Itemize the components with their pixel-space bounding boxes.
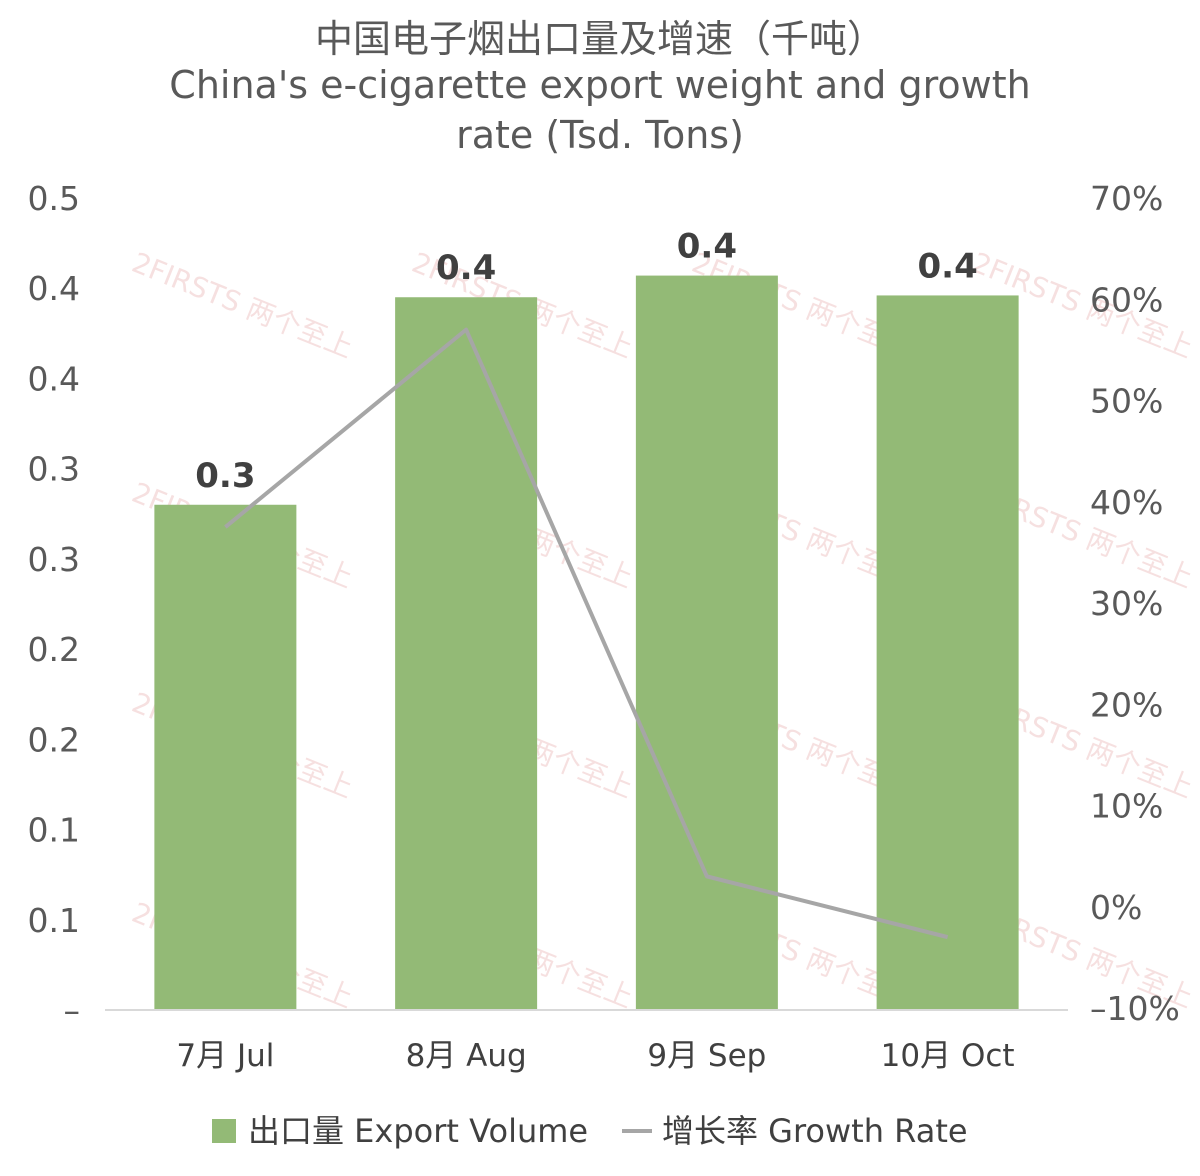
x-tick-label: 10月 Oct [881,1038,1015,1074]
right-y-tick-label: –10% [1090,989,1180,1028]
bar-1 [395,297,538,1010]
legend-swatch-export-volume [212,1119,236,1143]
left-y-tick-label: – [64,991,81,1030]
right-y-tick-label: 0% [1090,888,1142,927]
right-y-tick-label: 10% [1090,787,1163,826]
bar-data-label-0: 0.3 [195,456,255,496]
left-y-tick-label: 0.1 [28,811,80,850]
x-axis: 7月 Jul 8月 Aug 9月 Sep 10月 Oct [176,1038,1014,1074]
chart-subtitle: China's e-cigarette export weight and gr… [0,60,1200,160]
legend-label-growth-rate: 增长率 Growth Rate [662,1112,968,1150]
right-y-tick-label: 50% [1090,382,1163,421]
legend-label-export-volume: 出口量 Export Volume [248,1112,588,1150]
chart-title: 中国电子烟出口量及增速（千吨） [314,17,885,61]
right-y-tick-label: 60% [1090,280,1163,319]
right-y-tick-label: 20% [1090,685,1163,724]
bar-3 [876,295,1019,1010]
data-labels: 0.3 0.4 0.4 0.4 [195,227,977,496]
left-y-tick-label: 0.5 [28,179,80,218]
left-y-tick-label: 0.4 [28,269,80,308]
x-tick-label: 8月 Aug [406,1038,527,1074]
left-y-tick-label: 0.2 [28,630,80,669]
bar-data-label-3: 0.4 [918,246,978,286]
x-tick-label: 7月 Jul [176,1038,274,1074]
left-y-tick-label: 0.3 [28,450,80,489]
right-y-tick-label: 30% [1090,584,1163,623]
right-y-tick-label: 40% [1090,483,1163,522]
watermark-text: 2FIRSTS 两个至上 [127,246,357,365]
left-y-axis: – 0.1 0.1 0.2 0.2 0.3 0.3 0.4 0.4 0.5 [28,179,80,1030]
x-tick-label: 9月 Sep [647,1038,766,1074]
growth-rate-line [224,327,949,940]
left-y-tick-label: 0.4 [28,359,80,398]
bar-series [154,275,1019,1010]
right-y-axis: –10% 0% 10% 20% 30% 40% 50% 60% 70% [1090,179,1180,1028]
left-y-tick-label: 0.3 [28,540,80,579]
left-y-tick-label: 0.2 [28,720,80,759]
line-series [224,327,949,940]
bar-data-label-2: 0.4 [677,227,737,267]
chart-subtitle-text: China's e-cigarette export weight and gr… [169,63,1031,157]
left-y-tick-label: 0.1 [28,901,80,940]
bar-2 [635,275,778,1010]
bar-data-label-1: 0.4 [436,248,496,288]
bar-0 [154,504,297,1010]
legend: 出口量 Export Volume 增长率 Growth Rate [212,1112,968,1150]
right-y-tick-label: 70% [1090,179,1163,218]
